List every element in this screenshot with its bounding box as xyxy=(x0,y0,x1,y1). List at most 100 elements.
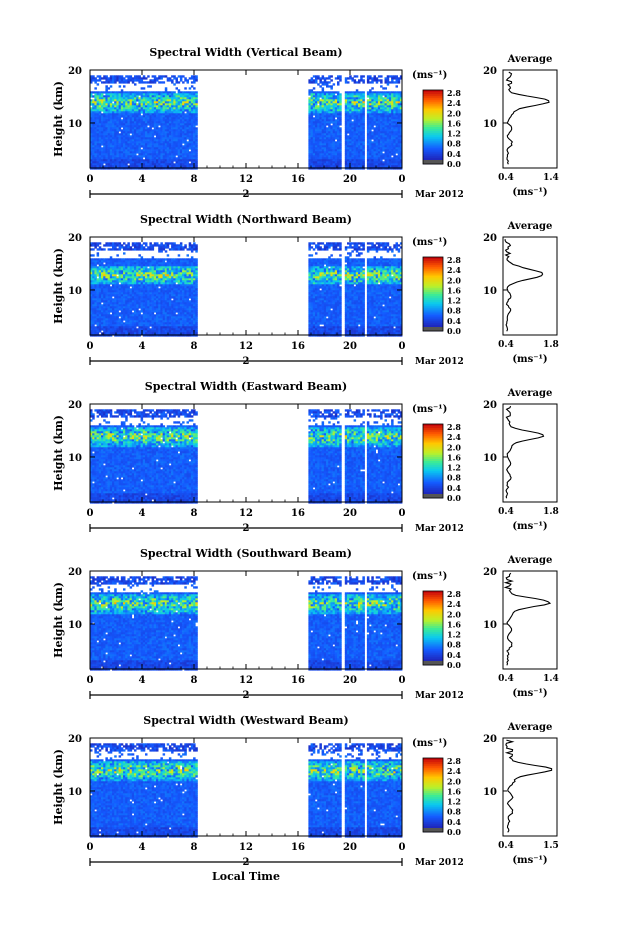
average-profile-line xyxy=(505,71,550,165)
colorbar-tick-label: 2.4 xyxy=(447,599,461,609)
colorbar-segment xyxy=(423,137,443,140)
y-tick-label: 20 xyxy=(68,233,82,244)
avg-unit: (ms⁻¹) xyxy=(512,521,547,532)
colorbar-segment xyxy=(423,652,443,656)
x-tick-label: 8 xyxy=(191,842,198,853)
avg-unit: (ms⁻¹) xyxy=(512,688,547,699)
colorbar-segment xyxy=(423,322,443,326)
colorbar-segment xyxy=(423,127,443,130)
x-tick-label: 8 xyxy=(191,508,198,519)
avg-x-tick-label: 0.4 xyxy=(498,841,514,851)
panel-title: Spectral Width (Northward Beam) xyxy=(140,213,352,226)
colorbar-segment xyxy=(423,442,443,445)
colorbar-floor xyxy=(423,661,443,665)
colorbar-segment xyxy=(423,104,443,107)
colorbar-segment xyxy=(423,656,443,660)
x-tick-label: 8 xyxy=(191,675,198,686)
colorbar-tick-label: 0.4 xyxy=(447,650,461,660)
colorbar-tick-label: 2.0 xyxy=(447,108,461,118)
colorbar-tick-label: 2.0 xyxy=(447,275,461,285)
colorbar-segment xyxy=(423,605,443,608)
avg-x-tick-label: 1.8 xyxy=(543,340,559,350)
colorbar-segment xyxy=(423,784,443,788)
average-title: Average xyxy=(507,54,553,65)
colorbar-segment xyxy=(423,603,443,606)
colorbar-segment xyxy=(423,257,443,260)
panel-title: Spectral Width (Westward Beam) xyxy=(143,714,348,727)
colorbar-unit: (ms⁻¹) xyxy=(412,738,447,749)
colorbar-segment xyxy=(423,291,443,295)
colorbar-segment xyxy=(423,432,443,435)
colorbar-floor xyxy=(423,327,443,331)
colorbar-segment xyxy=(423,261,443,264)
colorbar-segment xyxy=(423,434,443,437)
colorbar-segment xyxy=(423,306,443,309)
colorbar-segment xyxy=(423,646,443,649)
x-tick-label: 16 xyxy=(291,842,305,853)
x-tick-label: 4 xyxy=(139,174,146,185)
colorbar-floor xyxy=(423,494,443,498)
colorbar-segment xyxy=(423,772,443,775)
colorbar-segment xyxy=(423,263,443,266)
colorbar-tick-label: 1.6 xyxy=(447,285,461,295)
panel-1: Spectral Width (Northward Beam) Height (k… xyxy=(52,213,559,367)
colorbar-unit: (ms⁻¹) xyxy=(412,237,447,248)
colorbar-segment xyxy=(423,644,443,647)
colorbar-segment xyxy=(423,471,443,474)
colorbar-segment xyxy=(423,621,443,625)
colorbar-segment xyxy=(423,469,443,472)
average-title: Average xyxy=(507,221,553,232)
colorbar-segment xyxy=(423,452,443,456)
colorbar-tick-label: 2.4 xyxy=(447,766,461,776)
colorbar-tick-label: 0.4 xyxy=(447,817,461,827)
date-label: Mar 2012 xyxy=(415,691,464,701)
colorbar-segment xyxy=(423,481,443,485)
colorbar-segment xyxy=(423,267,443,270)
colorbar-tick-label: 0.8 xyxy=(447,306,461,316)
y-tick-label: 10 xyxy=(68,119,82,130)
colorbar-segment xyxy=(423,805,443,808)
x-tick-label: 4 xyxy=(139,508,146,519)
colorbar-segment xyxy=(423,463,443,466)
colorbar-segment xyxy=(423,285,443,289)
colorbar-segment xyxy=(423,428,443,431)
y-tick-label: 10 xyxy=(68,620,82,631)
x-tick-label: 20 xyxy=(343,675,357,686)
colorbar-segment xyxy=(423,487,443,491)
colorbar-tick-label: 0.4 xyxy=(447,316,461,326)
colorbar-segment xyxy=(423,819,443,823)
colorbar-unit: (ms⁻¹) xyxy=(412,571,447,582)
colorbar-frame xyxy=(422,256,444,332)
average-profile-line xyxy=(504,239,544,332)
x-tick-label: 0 xyxy=(87,842,94,853)
avg-y-tick-label: 20 xyxy=(483,400,497,411)
colorbar-segment xyxy=(423,825,443,829)
colorbar-segment xyxy=(423,650,443,654)
colorbar-segment xyxy=(423,298,443,301)
colorbar-tick-label: 2.0 xyxy=(447,442,461,452)
x-tick-label: 12 xyxy=(239,341,253,352)
colorbar-segment xyxy=(423,279,443,283)
colorbar-segment xyxy=(423,465,443,468)
colorbar-segment xyxy=(423,269,443,272)
x-tick-label: 12 xyxy=(239,174,253,185)
panel-title: Spectral Width (Vertical Beam) xyxy=(149,46,342,59)
colorbar-segment xyxy=(423,281,443,285)
colorbar-tick-label: 2.8 xyxy=(447,756,461,766)
colorbar-floor xyxy=(423,160,443,164)
colorbar-unit: (ms⁻¹) xyxy=(412,404,447,415)
colorbar-segment xyxy=(423,797,443,800)
colorbar-segment xyxy=(423,615,443,619)
colorbar-tick-label: 0.0 xyxy=(447,660,461,670)
colorbar-segment xyxy=(423,801,443,804)
colorbar-segment xyxy=(423,450,443,454)
average-frame xyxy=(502,236,558,336)
colorbar-segment xyxy=(423,638,443,641)
colorbar-segment xyxy=(423,623,443,627)
x-tick-label: 4 xyxy=(139,341,146,352)
colorbar-tick-label: 2.4 xyxy=(447,265,461,275)
avg-y-tick-label: 20 xyxy=(483,233,497,244)
colorbar-segment xyxy=(423,131,443,134)
colorbar-segment xyxy=(423,440,443,443)
colorbar-frame xyxy=(422,590,444,666)
